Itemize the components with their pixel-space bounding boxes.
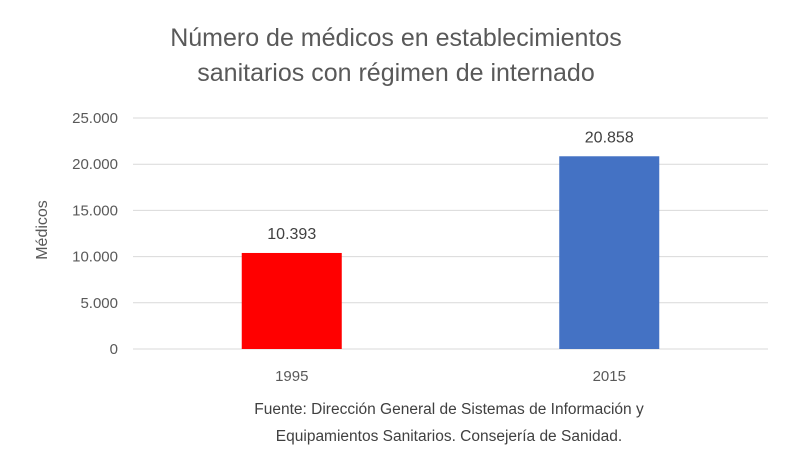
chart-title-line-2: sanitarios con régimen de internado <box>197 59 594 87</box>
y-tick-label: 15.000 <box>72 202 118 219</box>
bar-2015 <box>559 156 660 349</box>
bars <box>241 156 660 349</box>
y-tick-label: 0 <box>110 341 118 358</box>
gridlines <box>133 117 768 350</box>
data-labels: 10.393 20.858 <box>267 129 634 243</box>
bar-1995 <box>241 252 342 349</box>
y-tick-label: 25.000 <box>72 110 118 127</box>
source-note: Fuente: Dirección General de Sistemas de… <box>254 401 644 445</box>
y-tick-label: 10.000 <box>72 249 118 266</box>
y-tick-label: 5.000 <box>80 295 118 312</box>
x-tick-label-1995: 1995 <box>275 368 308 385</box>
chart-title: Número de médicos en establecimientos sa… <box>170 24 622 87</box>
x-axis-tick-labels: 1995 2015 <box>275 368 626 385</box>
x-tick-label-2015: 2015 <box>593 368 626 385</box>
chart-title-line-1: Número de médicos en establecimientos <box>170 24 622 52</box>
data-label-2015: 20.858 <box>585 129 634 146</box>
y-axis-title: Médicos <box>34 200 51 260</box>
source-line-2: Equipamientos Sanitarios. Consejería de … <box>276 428 622 445</box>
y-axis-tick-labels: 0 5.000 10.000 15.000 20.000 25.000 <box>72 110 118 358</box>
data-label-1995: 10.393 <box>267 226 316 243</box>
y-tick-label: 20.000 <box>72 156 118 173</box>
source-line-1: Fuente: Dirección General de Sistemas de… <box>254 401 644 418</box>
